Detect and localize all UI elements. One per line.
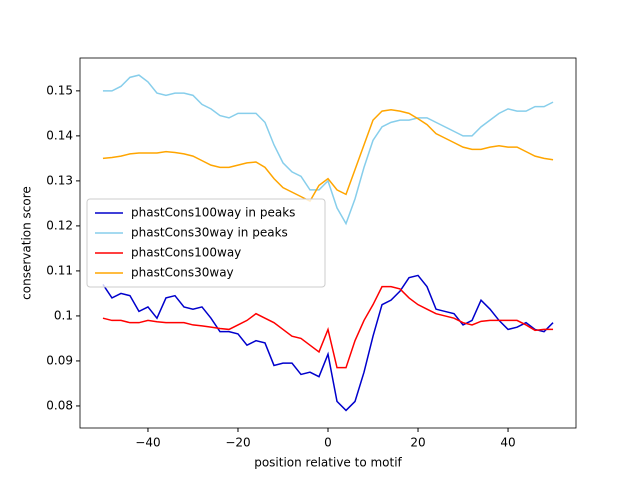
y-tick-label: 0.15 xyxy=(46,83,73,97)
x-tick-label: 20 xyxy=(410,436,425,450)
series-line xyxy=(102,274,554,412)
x-tick-label: −40 xyxy=(135,436,160,450)
plot-frame xyxy=(79,57,577,429)
y-tick-label: 0.1 xyxy=(54,308,73,322)
y-tick-label: 0.09 xyxy=(46,353,73,367)
y-axis-label: conservation score xyxy=(20,186,34,300)
legend-label: phastCons30way xyxy=(131,266,234,280)
x-tick-label: −20 xyxy=(225,436,250,450)
series-line xyxy=(102,74,554,226)
y-tick-label: 0.12 xyxy=(46,218,73,232)
x-tick-label: 40 xyxy=(500,436,515,450)
legend-box xyxy=(86,198,326,288)
legend-label: phastCons100way xyxy=(131,246,241,260)
y-tick-label: 0.14 xyxy=(46,128,73,142)
series-line xyxy=(102,109,554,203)
y-tick-label: 0.13 xyxy=(46,173,73,187)
y-tick-label: 0.11 xyxy=(46,263,73,277)
legend-label: phastCons30way in peaks xyxy=(131,226,288,240)
x-axis-label: position relative to motif xyxy=(254,456,402,470)
y-tick-label: 0.08 xyxy=(46,398,73,412)
x-tick-label: 0 xyxy=(324,436,332,450)
series-line xyxy=(102,285,554,369)
legend-label: phastCons100way in peaks xyxy=(131,206,295,220)
